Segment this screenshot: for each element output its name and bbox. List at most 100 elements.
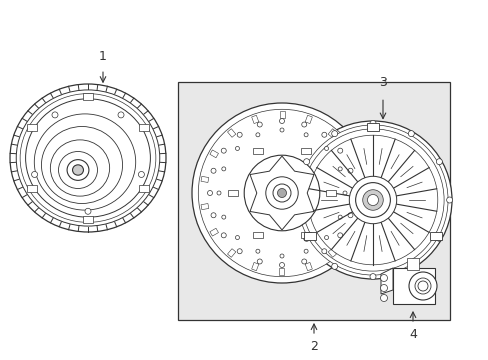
Circle shape [366,194,378,206]
Bar [305,262,312,271]
Circle shape [338,215,342,219]
Circle shape [407,264,413,269]
Bar [139,123,149,131]
Circle shape [324,235,328,239]
Bar [228,190,238,196]
Bar [305,115,312,123]
Circle shape [207,190,212,195]
Circle shape [331,131,337,137]
Ellipse shape [50,140,109,196]
Polygon shape [249,156,313,230]
Bar [201,203,208,210]
Bar [301,232,311,238]
Circle shape [303,235,309,241]
Ellipse shape [34,114,136,210]
Circle shape [324,147,328,150]
Bar [325,190,335,196]
Circle shape [221,148,226,153]
Bar [83,216,93,223]
Circle shape [265,177,298,209]
Circle shape [297,125,447,275]
Circle shape [222,167,225,171]
Bar [26,123,37,131]
Circle shape [351,190,356,195]
Bar [139,185,149,192]
Circle shape [331,264,337,269]
Text: 4: 4 [408,328,416,341]
Bar [252,148,262,154]
Bar [327,249,336,257]
Bar [327,129,336,137]
Circle shape [280,254,284,258]
Circle shape [435,235,442,241]
Bar [279,268,284,275]
Circle shape [414,278,430,294]
Circle shape [417,281,427,291]
Circle shape [303,159,309,165]
Bar [227,249,235,257]
Bar [366,123,378,131]
Circle shape [257,122,262,127]
Text: 1: 1 [99,50,107,63]
Circle shape [347,213,352,218]
Circle shape [255,133,259,137]
Text: 2: 2 [309,340,317,353]
Circle shape [235,147,239,150]
Bar [304,232,315,240]
Circle shape [244,155,319,231]
Bar [301,148,311,154]
Ellipse shape [25,99,150,217]
Ellipse shape [67,159,89,180]
Circle shape [338,167,342,171]
Bar [83,93,93,100]
Circle shape [301,122,306,127]
Circle shape [192,103,371,283]
Circle shape [255,249,259,253]
Bar [227,129,235,137]
Circle shape [221,233,226,238]
Circle shape [85,208,91,214]
Circle shape [304,249,307,253]
Circle shape [222,215,225,219]
Bar [354,203,362,210]
Bar [252,232,262,238]
Bar [178,82,449,320]
Polygon shape [380,268,392,294]
Bar [26,185,37,192]
Circle shape [293,121,451,279]
Bar [345,150,353,158]
Circle shape [217,191,221,195]
Ellipse shape [41,126,122,203]
Bar [201,176,208,183]
Text: 3: 3 [378,76,386,89]
Circle shape [347,168,352,173]
Ellipse shape [59,152,97,189]
Circle shape [211,168,216,173]
Circle shape [280,128,284,132]
Circle shape [279,118,284,123]
Circle shape [304,133,307,137]
Bar [345,228,353,236]
Circle shape [32,171,38,177]
Bar [209,150,218,158]
Circle shape [407,131,413,137]
Circle shape [211,213,216,218]
Circle shape [380,274,386,282]
Bar [406,258,418,270]
Circle shape [435,159,442,165]
Circle shape [235,235,239,239]
Bar [429,232,441,240]
Circle shape [52,112,58,118]
Circle shape [272,184,290,202]
Bar [251,115,258,123]
Circle shape [337,148,342,153]
Circle shape [293,197,299,203]
Circle shape [446,197,452,203]
Circle shape [348,176,396,224]
Ellipse shape [10,84,165,232]
Circle shape [279,262,284,267]
Circle shape [342,191,346,195]
Circle shape [257,259,262,264]
Circle shape [355,183,389,217]
Circle shape [380,284,386,292]
